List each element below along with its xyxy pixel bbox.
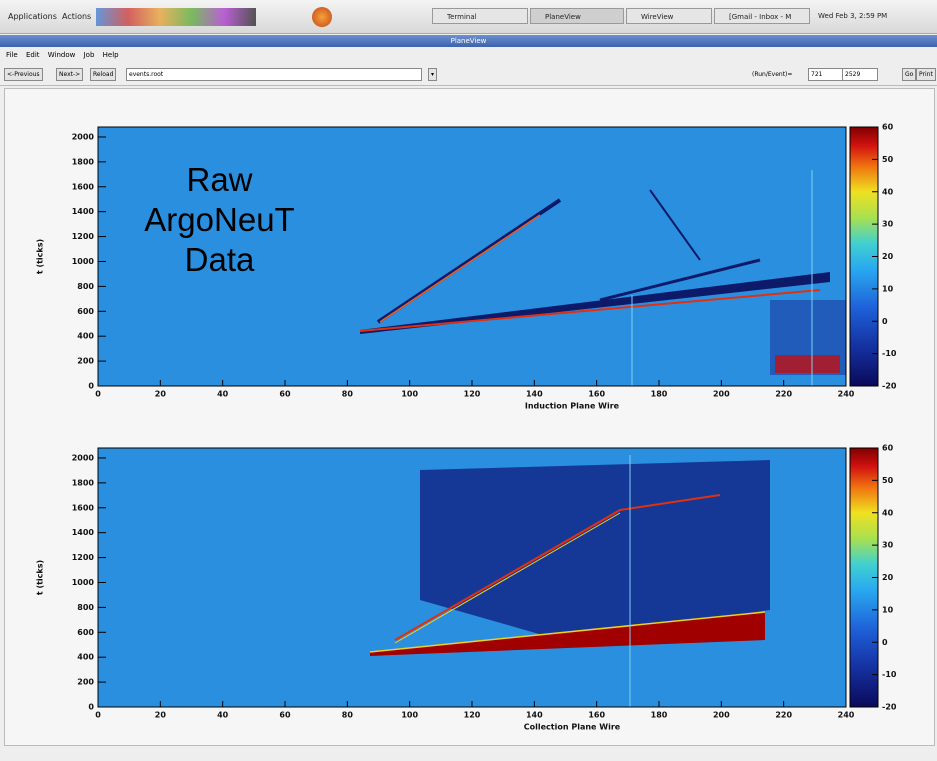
y-tick-label: 0 bbox=[88, 703, 94, 712]
y-tick-label: 1200 bbox=[72, 553, 95, 562]
y-tick-label: 1000 bbox=[72, 578, 95, 587]
colorbar-tick-label: 10 bbox=[882, 605, 894, 614]
annotation: Raw ArgoNeuT Data bbox=[112, 160, 327, 280]
colorbar-tick-label: 40 bbox=[882, 508, 894, 517]
x-axis-label: Induction Plane Wire bbox=[525, 402, 620, 411]
x-tick-label: 0 bbox=[95, 711, 101, 720]
x-tick-label: 80 bbox=[342, 390, 354, 399]
x-tick-label: 20 bbox=[155, 711, 167, 720]
colorbar-tick-label: 20 bbox=[882, 573, 894, 582]
x-tick-label: 160 bbox=[588, 390, 605, 399]
y-tick-label: 600 bbox=[77, 628, 94, 637]
x-tick-label: 140 bbox=[526, 711, 543, 720]
y-tick-label: 1400 bbox=[72, 207, 95, 216]
x-tick-label: 180 bbox=[651, 711, 668, 720]
x-tick-label: 240 bbox=[838, 390, 855, 399]
x-tick-label: 40 bbox=[217, 390, 229, 399]
y-tick-label: 2000 bbox=[72, 132, 95, 141]
x-tick-label: 120 bbox=[464, 390, 481, 399]
screen: Applications Actions Terminal PlaneView … bbox=[0, 0, 937, 761]
x-tick-label: 120 bbox=[464, 711, 481, 720]
y-tick-label: 1200 bbox=[72, 232, 95, 241]
colorbar-tick-label: 50 bbox=[882, 476, 894, 485]
colorbar-tick-label: 60 bbox=[882, 444, 894, 453]
colorbar-tick-label: 0 bbox=[882, 317, 888, 326]
x-tick-label: 180 bbox=[651, 390, 668, 399]
colorbar-tick-label: 50 bbox=[882, 155, 894, 164]
x-tick-label: 0 bbox=[95, 390, 101, 399]
y-tick-label: 400 bbox=[77, 653, 94, 662]
colorbar-tick-label: 10 bbox=[882, 284, 894, 293]
y-tick-label: 1000 bbox=[72, 257, 95, 266]
x-tick-label: 100 bbox=[401, 711, 418, 720]
y-tick-label: 200 bbox=[77, 357, 94, 366]
x-tick-label: 40 bbox=[217, 711, 229, 720]
charge-region bbox=[420, 460, 770, 640]
colorbar-tick-label: 40 bbox=[882, 187, 894, 196]
x-tick-label: 80 bbox=[342, 711, 354, 720]
colorbar-tick-label: -10 bbox=[882, 670, 897, 679]
y-tick-label: 2000 bbox=[72, 453, 95, 462]
y-tick-label: 200 bbox=[77, 678, 94, 687]
colorbar-tick-label: 20 bbox=[882, 252, 894, 261]
y-tick-label: 0 bbox=[88, 382, 94, 391]
x-axis-label: Collection Plane Wire bbox=[524, 723, 621, 732]
colorbar-tick-label: -10 bbox=[882, 349, 897, 358]
x-tick-label: 200 bbox=[713, 711, 730, 720]
y-tick-label: 1800 bbox=[72, 478, 95, 487]
y-tick-label: 1600 bbox=[72, 182, 95, 191]
y-tick-label: 600 bbox=[77, 307, 94, 316]
colorbar-tick-label: 0 bbox=[882, 638, 888, 647]
y-tick-label: 1400 bbox=[72, 528, 95, 537]
y-tick-label: 1600 bbox=[72, 503, 95, 512]
x-tick-label: 140 bbox=[526, 390, 543, 399]
event-display: 0204060801001201401601802002202400200400… bbox=[0, 0, 937, 761]
colorbar-tick-label: 60 bbox=[882, 123, 894, 132]
colorbar-tick-label: 30 bbox=[882, 541, 894, 550]
colorbar-tick-label: -20 bbox=[882, 382, 897, 391]
y-axis-label: t (ticks) bbox=[36, 239, 45, 274]
x-tick-label: 60 bbox=[279, 390, 291, 399]
x-tick-label: 60 bbox=[279, 711, 291, 720]
x-tick-label: 240 bbox=[838, 711, 855, 720]
x-tick-label: 200 bbox=[713, 390, 730, 399]
y-tick-label: 400 bbox=[77, 332, 94, 341]
noise-region bbox=[775, 355, 840, 373]
x-tick-label: 20 bbox=[155, 390, 167, 399]
y-tick-label: 1800 bbox=[72, 157, 95, 166]
y-tick-label: 800 bbox=[77, 282, 94, 291]
y-tick-label: 800 bbox=[77, 603, 94, 612]
y-axis-label: t (ticks) bbox=[36, 560, 45, 595]
x-tick-label: 220 bbox=[775, 390, 792, 399]
colorbar-tick-label: -20 bbox=[882, 703, 897, 712]
x-tick-label: 100 bbox=[401, 390, 418, 399]
colorbar-tick-label: 30 bbox=[882, 220, 894, 229]
x-tick-label: 160 bbox=[588, 711, 605, 720]
x-tick-label: 220 bbox=[775, 711, 792, 720]
